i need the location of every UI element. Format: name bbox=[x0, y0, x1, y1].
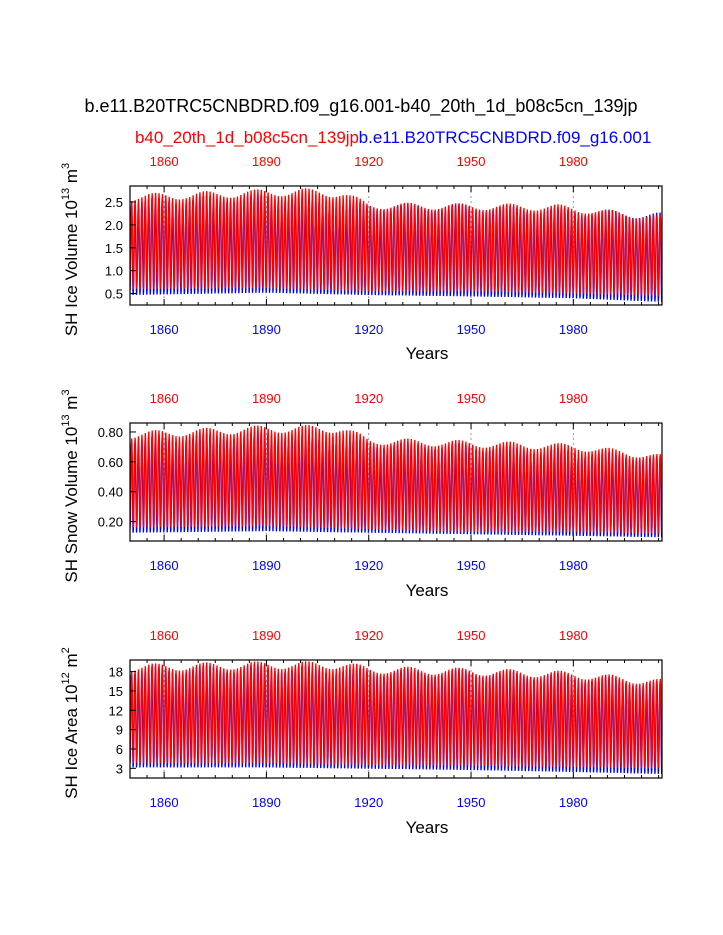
x-tick-label-bottom: 1920 bbox=[354, 795, 383, 810]
y-tick-label: 15 bbox=[109, 684, 123, 699]
plot-frame bbox=[129, 659, 663, 779]
y-tick-label: 0.20 bbox=[98, 515, 123, 530]
x-tick-label-bottom: 1860 bbox=[150, 558, 179, 573]
x-tick-label-top: 1860 bbox=[150, 154, 179, 169]
x-tick-label-bottom: 1920 bbox=[354, 322, 383, 337]
series-line-blue bbox=[130, 194, 662, 302]
x-tick-label-top: 1920 bbox=[354, 391, 383, 406]
x-tick-label-top: 1890 bbox=[252, 628, 281, 643]
x-tick-label-bottom: 1950 bbox=[457, 795, 486, 810]
y-tick-label: 0.40 bbox=[98, 485, 123, 500]
series-line-red bbox=[130, 425, 662, 534]
y-tick-label: 1.0 bbox=[105, 264, 123, 279]
x-tick-label-top: 1980 bbox=[559, 154, 588, 169]
y-axis-label: SH Ice Area 1012 m2 bbox=[60, 647, 81, 799]
x-tick-label-top: 1950 bbox=[457, 391, 486, 406]
series-line-red bbox=[130, 188, 662, 296]
y-axis-label: SH Snow Volume 1013 m3 bbox=[60, 389, 81, 582]
y-tick-label: 3 bbox=[116, 761, 123, 776]
x-tick-label-bottom: 1950 bbox=[457, 322, 486, 337]
x-tick-label-bottom: 1950 bbox=[457, 558, 486, 573]
x-axis-label: Years bbox=[406, 344, 449, 363]
x-tick-label-top: 1890 bbox=[252, 154, 281, 169]
x-tick-label-bottom: 1890 bbox=[252, 795, 281, 810]
series-line-red bbox=[130, 661, 662, 769]
y-tick-label: 2.0 bbox=[105, 218, 123, 233]
x-tick-label-bottom: 1890 bbox=[252, 322, 281, 337]
x-tick-label-top: 1920 bbox=[354, 628, 383, 643]
y-tick-label: 18 bbox=[109, 665, 123, 680]
legend-red-label: b40_20th_1d_b08c5cn_139jp bbox=[135, 128, 359, 147]
x-tick-label-top: 1890 bbox=[252, 391, 281, 406]
x-tick-label-bottom: 1980 bbox=[559, 322, 588, 337]
x-tick-label-bottom: 1860 bbox=[150, 322, 179, 337]
x-tick-label-top: 1920 bbox=[354, 154, 383, 169]
x-tick-label-top: 1980 bbox=[559, 391, 588, 406]
y-tick-label: 0.60 bbox=[98, 455, 123, 470]
plot-frame bbox=[129, 422, 663, 542]
plot-frame bbox=[129, 185, 663, 306]
x-tick-label-bottom: 1920 bbox=[354, 558, 383, 573]
panel-3: 3 6 9 12 15 18 1860 1890 1920 1950 1980 1860 1890 192… bbox=[60, 628, 663, 837]
x-tick-label-top: 1950 bbox=[457, 628, 486, 643]
figure-title: b.e11.B20TRC5CNBDRD.f09_g16.001-b40_20th… bbox=[84, 96, 637, 117]
panel-1: 0.5 1.0 1.5 2.0 2.5 1860 1890 1920 1950 1980 1860 1… bbox=[60, 154, 663, 363]
x-tick-label-bottom: 1860 bbox=[150, 795, 179, 810]
y-tick-label: 0.5 bbox=[105, 287, 123, 302]
x-axis-label: Years bbox=[406, 818, 449, 837]
x-tick-label-bottom: 1980 bbox=[559, 795, 588, 810]
x-tick-label-top: 1860 bbox=[150, 391, 179, 406]
x-tick-label-top: 1860 bbox=[150, 628, 179, 643]
y-tick-label: 6 bbox=[116, 742, 123, 757]
x-axis-label: Years bbox=[406, 581, 449, 600]
y-tick-label: 12 bbox=[109, 703, 123, 718]
y-tick-label: 0.80 bbox=[98, 425, 123, 440]
y-tick-label: 9 bbox=[116, 723, 123, 738]
x-tick-label-top: 1950 bbox=[457, 154, 486, 169]
y-axis-label: SH Ice Volume 1013 m3 bbox=[60, 163, 81, 336]
legend-blue-label: b.e11.B20TRC5CNBDRD.f09_g16.001 bbox=[359, 128, 652, 147]
x-tick-label-bottom: 1980 bbox=[559, 558, 588, 573]
y-tick-label: 2.5 bbox=[105, 195, 123, 210]
x-tick-label-bottom: 1890 bbox=[252, 558, 281, 573]
x-tick-label-top: 1980 bbox=[559, 628, 588, 643]
y-tick-label: 1.5 bbox=[105, 241, 123, 256]
panel-2: 0.20 0.40 0.60 0.80 1860 1890 1920 1950 1980 1860… bbox=[60, 389, 663, 600]
